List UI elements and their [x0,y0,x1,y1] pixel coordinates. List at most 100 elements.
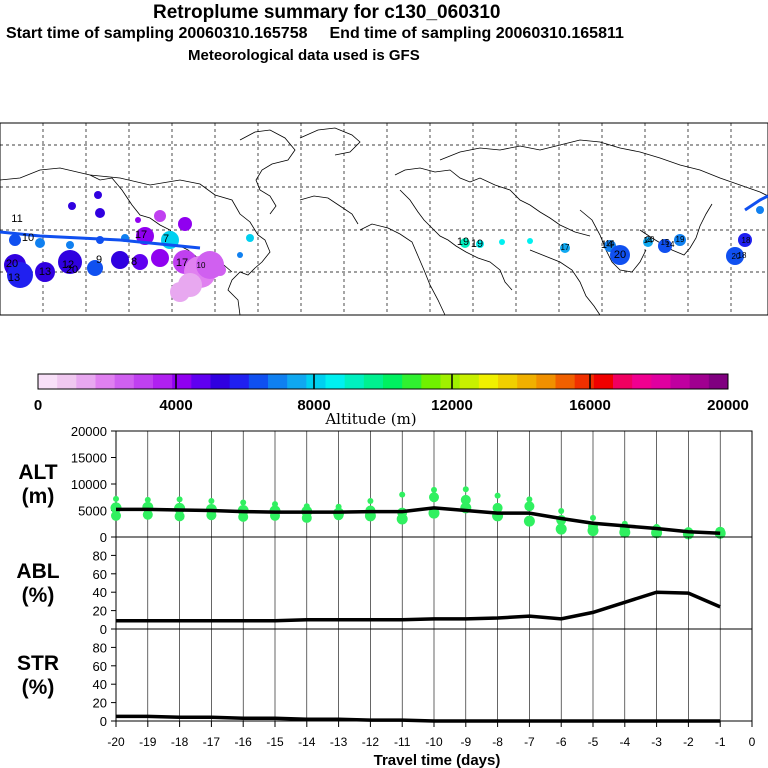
colorbar-cell [306,374,326,389]
alt-point [431,486,437,493]
alt-point [492,502,503,513]
y-tick-label: 0 [100,530,107,545]
y-tick-label: 40 [93,677,107,692]
y-tick-label: 5000 [78,504,107,519]
x-tick-label: -4 [619,735,630,749]
y-axis-label: (m) [22,485,55,508]
x-tick-label: -5 [588,735,599,749]
colorbar-cell [478,374,499,389]
colorbar-cell [593,374,614,389]
alt-point [174,511,185,522]
plume-track [0,230,201,250]
plume-day-label: 14 [644,236,653,245]
alt-point [494,492,501,499]
plume-day-label: 19 [471,238,483,250]
colorbar-cell [114,374,135,389]
plume-marker [35,238,45,248]
colorbar-cell [632,374,652,389]
y-tick-label: 60 [93,659,107,674]
colorbar-cell [191,374,211,389]
colorbar-tick-label: 8000 [297,397,330,414]
y-axis-label: STR [17,652,59,675]
alt-point [176,496,183,503]
colorbar-cell [651,374,671,389]
plume-marker [237,252,243,258]
x-axis-label: Travel time (days) [374,752,501,768]
end-time-label: End time of sampling 20060310.165811 [329,25,624,42]
plume-day-label: 20 [646,235,655,244]
colorbar-cell [574,374,595,389]
x-tick-label: -3 [651,735,662,749]
plume-day-label: 20 [614,249,626,261]
colorbar-cell [689,374,710,389]
plume-marker [674,234,686,246]
colorbar-cell [402,374,422,389]
colorbar-cell [421,374,441,389]
colorbar-cell [153,374,173,389]
map-gridlines [0,123,768,315]
alt-point [462,486,469,493]
plume-marker [726,247,744,265]
x-tick-label: -2 [683,735,694,749]
plume-marker [132,254,148,270]
x-axis: -20 -19 -18 -17 -16 -15 -14 -13 -12 -11 -10 -9 -8 -7-… [107,721,756,749]
plume-marker [560,243,570,253]
plume-marker [499,239,505,245]
plume-marker [136,227,154,245]
plume-marker [9,234,21,246]
y-tick-label: 0 [100,622,107,637]
plume-marker [66,241,74,249]
y-tick-label: 15000 [71,451,107,466]
plume-marker [738,233,752,247]
y-tick-label: 60 [93,567,107,582]
abl-mean-line [116,590,721,623]
plume-marker [35,262,55,282]
alt-point [272,501,278,508]
colorbar-cell [383,374,403,389]
str-mean-line [116,714,721,723]
colorbar-cell [536,374,556,389]
plume-marker [756,206,764,214]
colorbar-tick-label: 12000 [431,397,473,414]
x-tick-label: 0 [749,735,756,749]
colorbar-cell [498,374,518,389]
plume-marker [527,238,533,244]
plume-marker [154,210,166,222]
colorbar-tick-label: 20000 [707,397,749,414]
x-tick-label: -7 [524,735,535,749]
colorbar-cell [76,374,96,389]
plume-marker [170,282,190,302]
alt-point [590,514,596,521]
colorbar-cell [517,374,537,389]
plume-day-label: 19 [457,236,469,248]
plume-day-label: 10 [197,261,206,270]
plume-day-label: 9 [96,254,102,266]
plume-day-label: 14 [606,239,615,248]
x-tick-label: -11 [394,735,411,749]
plume-day-label: 20 [732,252,741,261]
y-tick-label: 20 [93,696,107,711]
plume-marker [246,234,254,242]
x-tick-label: -17 [203,735,221,749]
colorbar-cell [344,374,365,389]
plume-day-label: 18 [738,251,747,260]
alt-point [428,507,440,519]
plume-day-label: 11 [11,213,22,225]
plume-day-label: 17 [561,243,570,252]
x-tick-label: -13 [330,735,348,749]
alt-mean-line [116,506,721,536]
alt-point [524,501,535,512]
plume-day-label: 10 [22,232,34,244]
plume-marker [7,262,33,288]
x-tick-label: -16 [235,735,253,749]
colorbar-cell [229,374,250,389]
start-time-label: Start time of sampling 20060310.165758 [6,25,308,42]
plume-marker [610,245,630,265]
chart-title: Retroplume summary for c130_060310 [153,2,501,23]
colorbar-cells [38,374,729,389]
x-tick-label: -8 [492,735,503,749]
x-tick-label: -6 [556,735,567,749]
alt-point [113,495,119,502]
